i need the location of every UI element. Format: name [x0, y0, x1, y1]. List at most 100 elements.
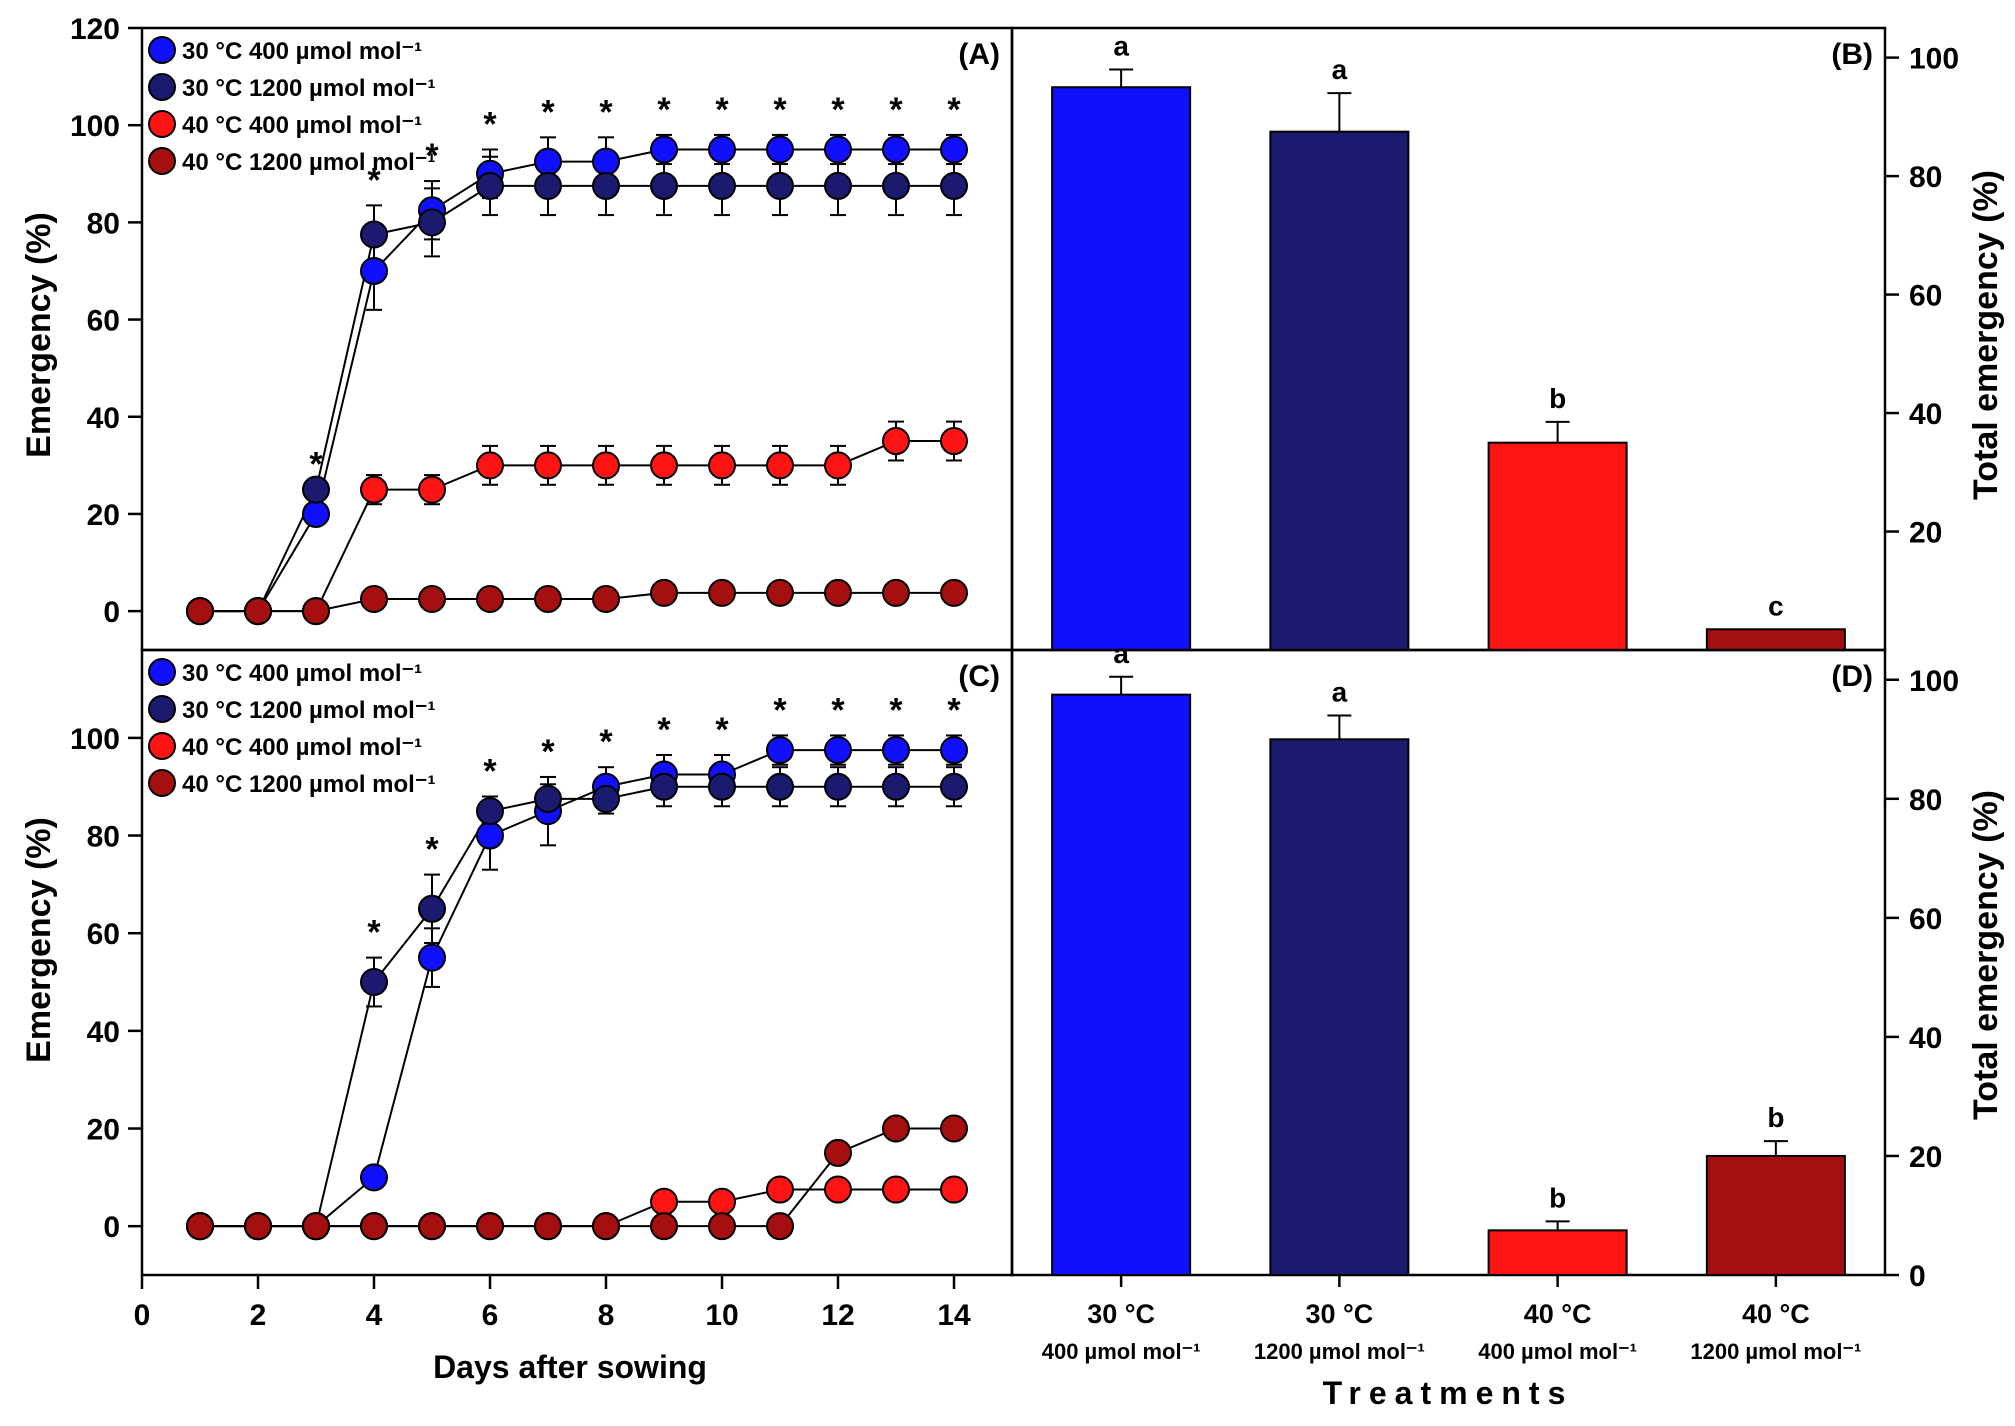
category-label: 30 °C	[1087, 1299, 1155, 1329]
y-tick-label: 100	[1909, 665, 1959, 698]
category-label: 1200 µmol mol⁻¹	[1690, 1339, 1861, 1364]
data-point	[882, 736, 910, 765]
data-point	[418, 943, 446, 972]
data-point	[708, 171, 736, 200]
data-point	[360, 256, 388, 285]
y-tick-label: 80	[87, 821, 120, 854]
x-tick-label: 14	[937, 1299, 971, 1332]
y-tick-label: 40	[87, 402, 120, 435]
significance-star: *	[831, 691, 845, 729]
y-tick-label: 20	[87, 499, 120, 532]
legend-marker	[148, 110, 176, 138]
data-point	[766, 135, 794, 164]
data-point	[650, 578, 678, 607]
data-point	[360, 1212, 388, 1241]
significance-star: *	[715, 711, 729, 749]
significance-letter: a	[1113, 30, 1129, 61]
legend-label: 30 °C 1200 µmol mol⁻¹	[182, 697, 436, 724]
data-point	[244, 597, 272, 626]
data-point	[534, 784, 562, 813]
bar	[1269, 738, 1410, 1276]
legend-label: 30 °C 1200 µmol mol⁻¹	[182, 75, 436, 102]
y-tick-label: 60	[87, 305, 120, 338]
y-tick-label: 20	[1909, 1141, 1942, 1174]
category-label: 1200 µmol mol⁻¹	[1254, 1339, 1425, 1364]
significance-letter: c	[1768, 590, 1784, 621]
legend-marker	[148, 147, 176, 175]
data-point	[592, 1212, 620, 1241]
bar	[1269, 130, 1410, 651]
bar	[1051, 86, 1192, 651]
data-point	[476, 171, 504, 200]
significance-star: *	[773, 91, 787, 129]
legend-label: 30 °C 400 µmol mol⁻¹	[182, 660, 422, 687]
panel-label: (B)	[1831, 38, 1873, 71]
x-tick-label: 2	[250, 1299, 267, 1332]
significance-star: *	[425, 831, 439, 869]
data-point	[824, 1175, 852, 1204]
data-point	[534, 584, 562, 613]
data-point	[418, 208, 446, 237]
data-point	[708, 1187, 736, 1216]
data-point	[766, 736, 794, 765]
data-point	[824, 578, 852, 607]
data-point	[186, 1212, 214, 1241]
data-point	[824, 171, 852, 200]
significance-letter: b	[1767, 1102, 1784, 1133]
panel-label: (C)	[958, 660, 1000, 693]
data-point	[534, 147, 562, 176]
data-point	[940, 578, 968, 607]
significance-star: *	[715, 91, 729, 129]
data-point	[882, 1114, 910, 1143]
data-point	[476, 1212, 504, 1241]
category-label: 40 °C	[1524, 1299, 1592, 1329]
x-tick-label: 6	[482, 1299, 499, 1332]
data-point	[882, 427, 910, 456]
panel-label: (D)	[1831, 660, 1873, 693]
data-point	[708, 578, 736, 607]
panel-label: (A)	[958, 38, 1000, 71]
legend-label: 40 °C 400 µmol mol⁻¹	[182, 734, 422, 761]
data-point	[592, 784, 620, 813]
bar	[1705, 1154, 1846, 1277]
y-tick-label: 80	[1909, 161, 1942, 194]
data-point	[592, 584, 620, 613]
data-point	[650, 772, 678, 801]
category-label: 400 µmol mol⁻¹	[1478, 1339, 1637, 1364]
data-point	[824, 135, 852, 164]
y-tick-label: 120	[70, 13, 120, 46]
data-point	[882, 135, 910, 164]
y-tick-label: 40	[87, 1016, 120, 1049]
data-point	[302, 1212, 330, 1241]
data-point	[882, 772, 910, 801]
data-point	[766, 772, 794, 801]
data-point	[766, 171, 794, 200]
y-tick-label: 0	[103, 596, 120, 629]
data-point	[766, 1212, 794, 1241]
data-point	[592, 147, 620, 176]
y-axis-title-c: Emergency (%)	[20, 817, 58, 1063]
significance-star: *	[889, 91, 903, 129]
significance-star: *	[947, 91, 961, 129]
significance-star: *	[483, 105, 497, 143]
significance-letter: a	[1113, 638, 1129, 669]
category-label: 30 °C	[1305, 1299, 1373, 1329]
data-point	[824, 772, 852, 801]
significance-star: *	[599, 723, 613, 761]
y-tick-label: 40	[1909, 1022, 1942, 1055]
bar	[1487, 1229, 1628, 1277]
data-point	[650, 451, 678, 480]
data-point	[650, 135, 678, 164]
data-point	[476, 797, 504, 826]
y-axis-title-d: Total emergency (%)	[1967, 790, 2005, 1120]
data-point	[360, 220, 388, 249]
x-tick-label: 10	[705, 1299, 738, 1332]
data-point	[940, 1114, 968, 1143]
data-point	[476, 451, 504, 480]
data-point	[592, 171, 620, 200]
x-tick-label: 0	[134, 1299, 151, 1332]
data-point	[534, 171, 562, 200]
significance-star: *	[773, 691, 787, 729]
data-point	[708, 135, 736, 164]
